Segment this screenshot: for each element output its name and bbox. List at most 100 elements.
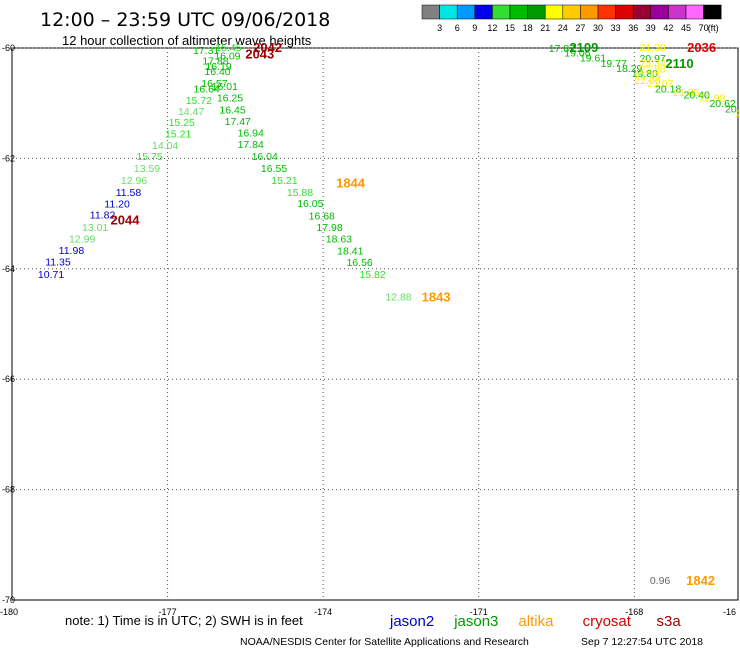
colorbar-label: 12	[487, 23, 497, 33]
colorbar-swatch	[509, 4, 528, 20]
data-point: 22.98	[699, 93, 725, 105]
colorbar-label: 45	[681, 23, 691, 33]
y-axis-ticks: -60 -62 -64 -66 -68 -70	[2, 43, 15, 605]
y-tick-label: -68	[2, 485, 15, 495]
colorbar-swatch	[474, 4, 493, 20]
colorbar-label: 30	[593, 23, 603, 33]
colorbar-swatch	[492, 4, 511, 20]
time-label: 2043	[245, 47, 274, 62]
data-point: 11.20	[104, 199, 130, 211]
colorbar-swatch	[632, 4, 652, 20]
colorbar-label: 70	[699, 23, 709, 33]
y-tick-label: -70	[2, 595, 15, 605]
data-point: 19.77	[601, 58, 627, 70]
data-point: 12.88	[385, 291, 411, 303]
data-point: 16.64	[194, 83, 220, 95]
colorbar-swatch	[544, 4, 564, 20]
x-tick-label: -168	[625, 607, 643, 617]
time-label: 1843	[422, 289, 451, 304]
data-point: 20.18	[655, 83, 681, 95]
data-point: 15.72	[186, 95, 212, 107]
chart-subtitle: 12 hour collection of altimeter wave hei…	[62, 33, 312, 48]
data-point: 14.47	[178, 106, 204, 118]
legend-altika: altika	[518, 613, 554, 630]
data-point: 19.06	[564, 47, 590, 59]
colorbar-swatch	[527, 4, 546, 20]
data-point: 13.59	[134, 163, 160, 175]
colorbar-label: 3	[437, 23, 442, 33]
data-point: 16.05	[297, 198, 323, 210]
colorbar-label: 27	[575, 23, 585, 33]
data-point: 11.35	[45, 257, 71, 269]
data-point: 15.21	[165, 129, 191, 141]
data-point: 18.63	[326, 233, 352, 245]
colorbar-swatch	[597, 4, 616, 20]
colorbar-swatch	[703, 4, 722, 20]
time-label: 1844	[336, 176, 366, 191]
colorbar-label: 24	[558, 23, 568, 33]
data-point: 15.88	[287, 187, 313, 199]
colorbar-label: 39	[646, 23, 656, 33]
data-point: 15.45	[215, 42, 241, 54]
y-tick-label: -66	[2, 374, 15, 384]
x-axis-ticks: -180 -177 -174 -171 -168 -16	[0, 607, 736, 617]
plot-frame	[11, 47, 739, 601]
data-point: 12.96	[121, 175, 147, 187]
data-point: 16.56	[346, 257, 372, 269]
data-point: 16.01	[212, 81, 238, 93]
data-point: 16.94	[238, 127, 264, 139]
colorbar-label: 33	[611, 23, 621, 33]
data-point: 11.82	[90, 210, 116, 222]
data-point: 17.31	[193, 45, 219, 57]
data-point: 20.97	[639, 53, 665, 65]
data-point: 23.34	[639, 57, 665, 69]
data-point: 16.19	[205, 61, 231, 73]
data-point: 16.40	[204, 66, 230, 78]
time-label: 2110	[665, 56, 693, 71]
data-point: 20.62	[709, 98, 735, 110]
y-tick-label: -62	[2, 153, 15, 163]
colorbar-swatch	[685, 4, 704, 20]
data-point: 10.71	[38, 269, 64, 281]
colorbar-label: 6	[455, 23, 460, 33]
data-point: 16.55	[261, 163, 287, 175]
data-point: 16.25	[217, 93, 243, 105]
data-point: 19.80	[632, 68, 658, 80]
data-point: 21.07	[647, 78, 673, 90]
data-point: 15.82	[359, 269, 385, 281]
data-point: 16.04	[252, 151, 278, 163]
data-point: 20.67	[725, 104, 740, 116]
chart-title: 12:00 – 23:59 UTC 09/06/2018	[40, 9, 330, 31]
data-point: 16.57	[201, 78, 227, 90]
data-point: 15.25	[169, 117, 195, 129]
legend-cryosat: cryosat	[583, 613, 632, 630]
legend-jason2: jason2	[389, 613, 434, 630]
colorbar-swatch	[668, 4, 687, 20]
data-point: 15.21	[271, 175, 297, 187]
data-point: 18.41	[337, 246, 363, 258]
colorbar-swatch	[562, 4, 581, 20]
data-point: 15.75	[136, 151, 162, 163]
colorbar-label: 18	[523, 23, 533, 33]
x-tick-label: -16	[723, 607, 736, 617]
data-point: 17.84	[238, 139, 264, 151]
data-point: 20.40	[684, 89, 710, 101]
data-point: 17.47	[225, 116, 251, 128]
legend-jason3: jason3	[453, 613, 498, 630]
colorbar-label: 42	[663, 23, 673, 33]
data-point: 16.09	[214, 51, 240, 63]
data-point: 21.38	[639, 42, 665, 54]
footer-note: note: 1) Time is in UTC; 2) SWH is in fe…	[65, 613, 303, 628]
data-point: 21.85	[673, 87, 699, 99]
time-label: 1842	[686, 573, 715, 588]
x-tick-label: -180	[0, 607, 18, 617]
colorbar-label: 36	[628, 23, 638, 33]
data-point: 21.0	[735, 109, 740, 121]
colorbar-swatch	[615, 4, 634, 20]
data-point: 17.88	[202, 56, 228, 68]
x-tick-label: -171	[470, 607, 488, 617]
time-label: 2109	[569, 40, 598, 55]
